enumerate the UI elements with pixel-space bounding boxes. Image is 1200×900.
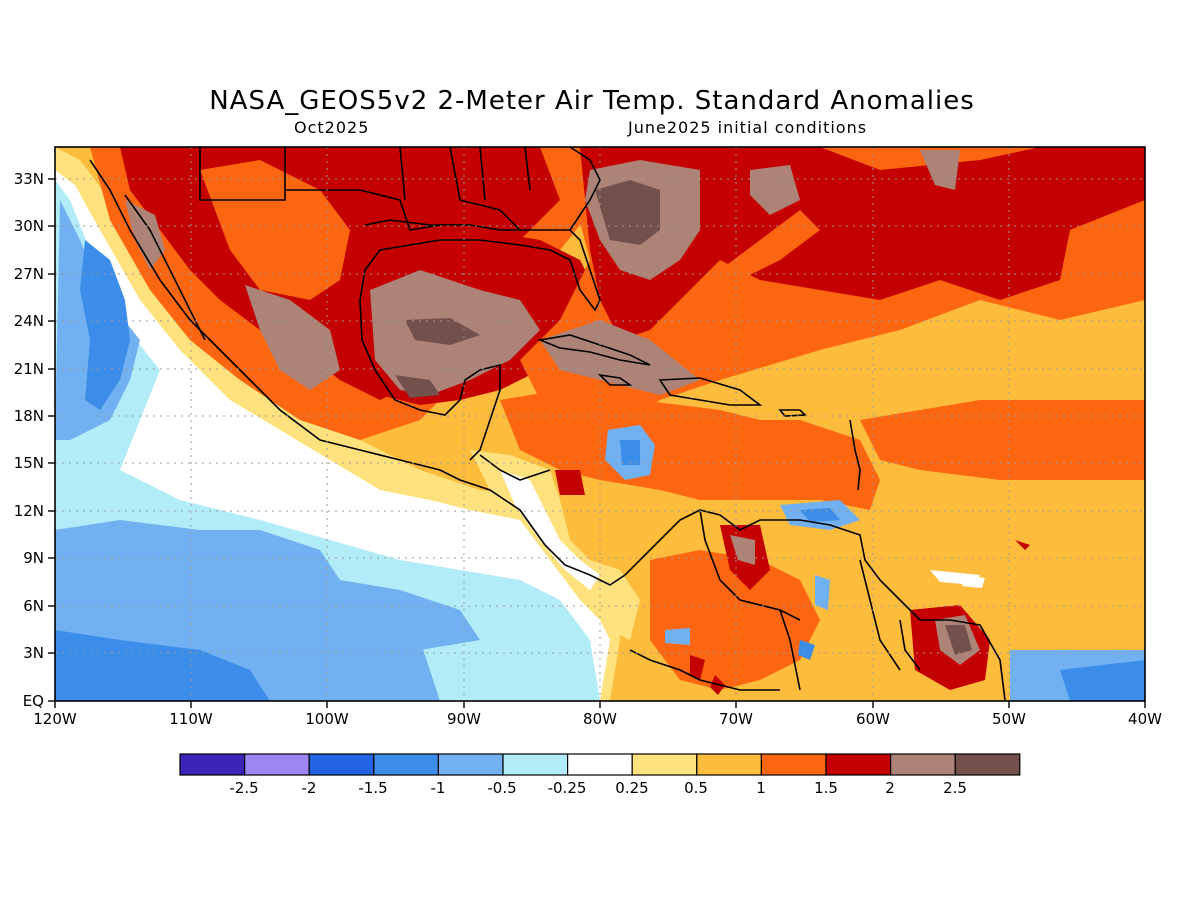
colorbar-label: -2.5 (229, 779, 258, 797)
colorbar-label: -0.5 (487, 779, 516, 797)
axis-ticks (48, 178, 1146, 708)
colorbar-label: -2 (302, 779, 317, 797)
lon-label: 100W (305, 710, 349, 728)
colorbar-swatch (566, 753, 633, 776)
gridlines (55, 147, 1145, 701)
lat-label: 3N (23, 644, 44, 662)
colorbar-swatch (954, 753, 1021, 776)
coastlines (89, 147, 1006, 701)
anomaly-field (55, 147, 1145, 701)
colorbar-swatch (696, 753, 762, 776)
colorbar-swatch (373, 753, 439, 776)
colorbar-swatch (889, 753, 956, 776)
lon-label: 90W (447, 710, 481, 728)
lat-label: 24N (14, 312, 44, 330)
colorbar-label: 2 (885, 779, 895, 797)
lat-label: 21N (14, 360, 44, 378)
colorbar-swatch (244, 753, 310, 776)
colorbar-labels: -2.5 -2 -1.5 -1 -0.5 -0.25 0.25 0.5 1 1.… (229, 779, 967, 797)
colorbar-swatch (502, 753, 569, 776)
colorbar-swatch (308, 753, 375, 776)
lon-label: 70W (719, 710, 753, 728)
lat-labels: 33N 30N 27N 24N 21N 18N 15N 12N 9N 6N 3N… (14, 170, 44, 710)
colorbar-swatch (760, 753, 827, 776)
lat-label: 18N (14, 407, 44, 425)
initial-conditions: June2025 initial conditions (628, 118, 868, 137)
lat-label: 6N (23, 597, 44, 615)
lon-label: 60W (856, 710, 890, 728)
colorbar (179, 753, 1021, 776)
colorbar-swatch (631, 753, 698, 776)
colorbar-label: -0.25 (548, 779, 587, 797)
lat-label: 27N (14, 265, 44, 283)
lon-label: 50W (992, 710, 1026, 728)
lat-label: 30N (14, 217, 44, 235)
lat-label: 9N (23, 549, 44, 567)
lat-label: 33N (14, 170, 44, 188)
colorbar-label: -1 (431, 779, 446, 797)
lat-label: 15N (14, 454, 44, 472)
colorbar-label: 2.5 (943, 779, 967, 797)
colorbar-swatch (825, 753, 892, 776)
colorbar-swatch (179, 753, 246, 776)
colorbar-label: -1.5 (358, 779, 387, 797)
colorbar-swatch (437, 753, 504, 776)
lon-label: 110W (169, 710, 213, 728)
colorbar-label: 0.25 (615, 779, 648, 797)
lon-label: 40W (1128, 710, 1162, 728)
chart-title: NASA_GEOS5v2 2-Meter Air Temp. Standard … (209, 86, 975, 116)
colorbar-label: 1 (756, 779, 766, 797)
lat-label: 12N (14, 502, 44, 520)
lon-label: 120W (33, 710, 77, 728)
lon-labels: 120W 110W 100W 90W 80W 70W 60W 50W 40W (33, 710, 1162, 728)
lon-label: 80W (583, 710, 617, 728)
colorbar-label: 0.5 (684, 779, 708, 797)
colorbar-label: 1.5 (814, 779, 838, 797)
lat-label: EQ (23, 692, 44, 710)
forecast-month: Oct2025 (294, 118, 370, 137)
